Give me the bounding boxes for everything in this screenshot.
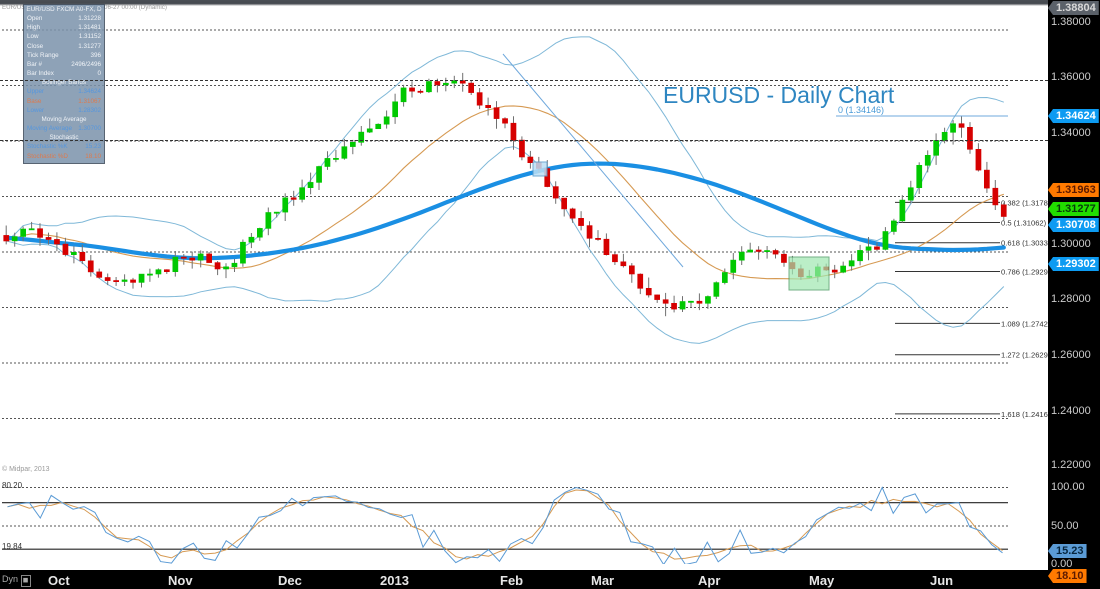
svg-text:0.786 (1.29297): 0.786 (1.29297)	[1001, 268, 1048, 277]
svg-text:0.382 (1.31789): 0.382 (1.31789)	[1001, 198, 1048, 207]
svg-text:1.089 (1.27428): 1.089 (1.27428)	[1001, 319, 1048, 328]
svg-text:0.618 (1.30334): 0.618 (1.30334)	[1001, 239, 1048, 248]
svg-text:0.5 (1.31062): 0.5 (1.31062)	[1001, 219, 1047, 228]
svg-text:1.618 (1.24165): 1.618 (1.24165)	[1001, 410, 1048, 419]
svg-text:1.272 (1.26299): 1.272 (1.26299)	[1001, 351, 1048, 360]
